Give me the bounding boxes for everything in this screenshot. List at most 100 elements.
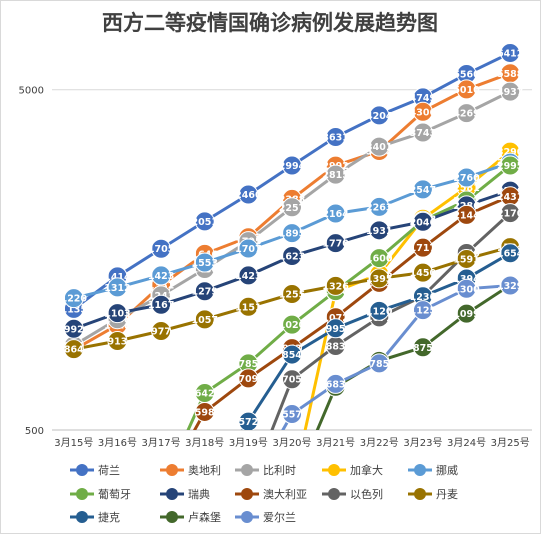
- x-tick-label: 3月16号: [98, 437, 137, 449]
- legend-label: 挪威: [436, 463, 458, 477]
- data-label: 1279: [192, 287, 218, 298]
- x-tick-label: 3月18号: [185, 437, 224, 449]
- data-point: 2051: [192, 211, 218, 232]
- legend-label: 丹麦: [436, 488, 458, 501]
- data-point: 1895: [279, 223, 305, 244]
- data-point: 1125: [410, 300, 436, 321]
- data-point: 2994: [279, 155, 306, 176]
- markers: 1135 1414 1705 2051 2460 2994 3631 4204 4749 5560…: [61, 42, 524, 430]
- data-point-marker: [282, 344, 302, 365]
- data-point-marker: [238, 238, 259, 259]
- legend-swatch-marker: [241, 488, 253, 500]
- data-point-marker: [500, 42, 521, 63]
- data-point: 1300: [453, 278, 480, 299]
- data-label: 2144: [453, 210, 480, 221]
- legend-item: 以色列: [322, 487, 383, 501]
- data-point-marker: [63, 288, 84, 309]
- data-label: 4306: [410, 107, 437, 118]
- data-point-marker: [194, 309, 215, 330]
- legend-item: 卢森堡: [160, 510, 221, 524]
- data-point: 864: [63, 339, 84, 360]
- data-point-marker: [369, 105, 390, 126]
- y-tick-label: 5000: [19, 86, 44, 97]
- data-point-marker: [238, 411, 259, 430]
- data-point-marker: [63, 318, 84, 339]
- data-point-marker: [500, 203, 521, 224]
- data-point-marker: [412, 262, 433, 283]
- data-label: 1329: [497, 281, 523, 292]
- data-label: 1414: [104, 272, 131, 283]
- data-label: 2170: [497, 209, 524, 220]
- data-point: 785: [369, 353, 390, 374]
- data-point: 598: [194, 401, 215, 422]
- data-point-marker: [194, 252, 215, 273]
- legend-item: 奥地利: [160, 463, 221, 477]
- data-label: 5588: [497, 69, 524, 80]
- data-label: 705: [282, 375, 302, 386]
- data-point: 1623: [279, 246, 305, 267]
- data-point: 1326: [322, 275, 349, 296]
- data-point-marker: [151, 265, 172, 286]
- data-label: 1707: [235, 244, 261, 255]
- data-label: 1236: [410, 292, 437, 303]
- data-point-marker: [325, 203, 346, 224]
- data-point: 5010: [453, 79, 480, 100]
- legend-item: 捷克: [70, 510, 120, 524]
- data-point: 1020: [279, 314, 306, 335]
- data-label: 1300: [453, 284, 480, 295]
- data-label: 1705: [148, 244, 174, 255]
- data-point: 2815: [322, 164, 349, 185]
- data-point: 883: [325, 335, 346, 356]
- data-point: 1279: [192, 281, 218, 302]
- data-label: 2581: [453, 183, 479, 194]
- data-point: 572: [238, 411, 259, 430]
- data-point: 2164: [322, 203, 349, 224]
- data-point: 1423: [235, 265, 262, 286]
- y-tick-label: 500: [25, 426, 44, 437]
- data-label: 1395: [366, 274, 392, 285]
- data-point-marker: [282, 369, 302, 390]
- legend-swatch-marker: [414, 464, 426, 476]
- data-point: 2144: [453, 204, 480, 225]
- data-label: 2760: [453, 173, 480, 184]
- legend-item: 丹麦: [408, 488, 458, 501]
- legend-label: 捷克: [98, 510, 120, 524]
- data-point-marker: [412, 179, 433, 200]
- data-point: 705: [282, 369, 302, 390]
- data-point: 1591: [453, 248, 480, 269]
- data-label: 1167: [148, 300, 174, 311]
- data-label: 4937: [497, 87, 523, 98]
- data-label: 5560: [453, 70, 480, 81]
- data-point: 1707: [235, 238, 262, 259]
- data-point-marker: [456, 103, 477, 124]
- data-label: 992: [64, 324, 84, 335]
- data-label: 3401: [366, 142, 392, 153]
- data-point-marker: [282, 246, 302, 267]
- data-label: 1553: [192, 258, 218, 269]
- legend-swatch-marker: [166, 511, 178, 523]
- legend-label: 瑞典: [188, 487, 210, 501]
- data-label: 683: [326, 379, 346, 390]
- data-point: 1654: [497, 243, 524, 264]
- data-point-marker: [325, 233, 346, 254]
- legend-label: 荷兰: [98, 464, 120, 477]
- data-label: 875: [413, 343, 433, 354]
- data-point-marker: [238, 184, 259, 205]
- data-label: 1623: [279, 252, 305, 263]
- data-label: 2164: [322, 209, 349, 220]
- data-label: 6412: [497, 48, 523, 59]
- data-point-marker: [456, 248, 477, 269]
- data-label: 572: [238, 417, 258, 428]
- data-point-marker: [282, 314, 302, 335]
- data-point-marker: [369, 220, 390, 241]
- data-label: 1151: [235, 302, 261, 313]
- data-point-marker: [325, 318, 346, 339]
- data-point-marker: [238, 296, 259, 317]
- data-point-marker: [500, 275, 521, 296]
- data-label: 2815: [322, 170, 348, 181]
- data-point: 1717: [410, 237, 436, 258]
- x-tick-label: 3月19号: [229, 437, 268, 449]
- data-point: 557: [282, 404, 302, 425]
